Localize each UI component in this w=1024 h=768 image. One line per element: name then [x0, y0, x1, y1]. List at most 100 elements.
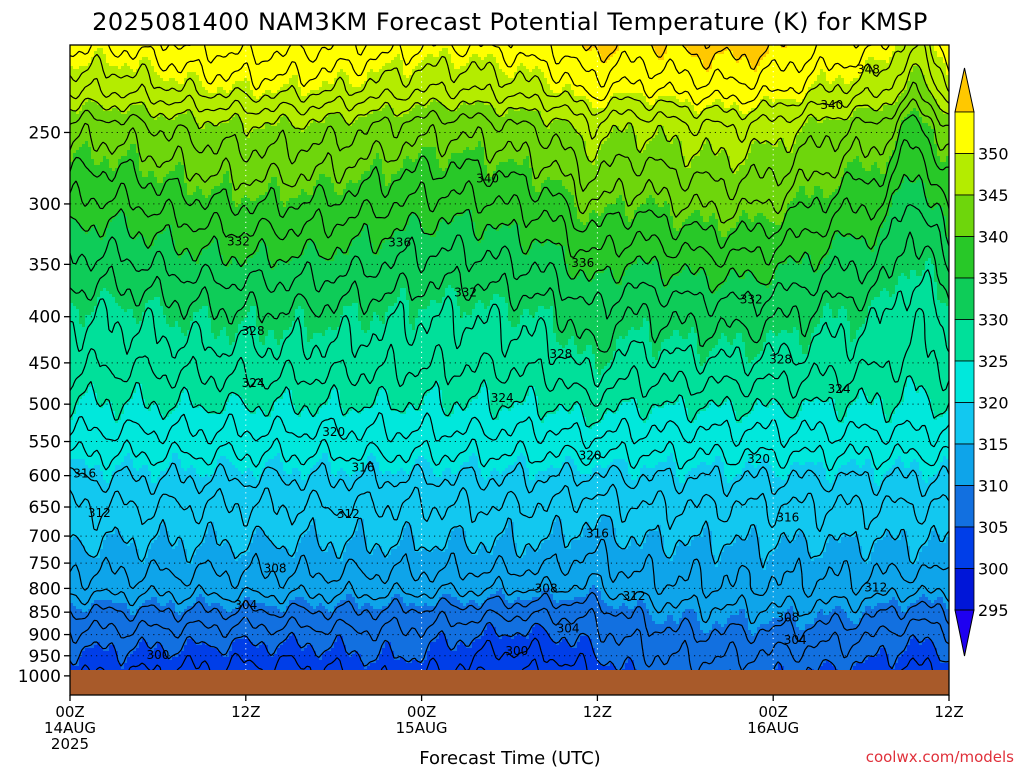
colorbar-swatch [954, 360, 975, 403]
colorbar-label: 305 [978, 518, 1009, 537]
colorbar-swatch [954, 402, 975, 445]
colorbar-label: 320 [978, 394, 1009, 413]
credit-link[interactable]: coolwx.com/models [866, 748, 1014, 766]
contour-label: 324 [242, 376, 265, 390]
contour-label: 308 [776, 611, 799, 625]
isentrope-320 [70, 375, 949, 428]
colorbar-label: 325 [978, 352, 1009, 371]
plot-frame [69, 44, 950, 696]
x-tick-label: 00Z [407, 703, 436, 721]
chart-title: 2025081400 NAM3KM Forecast Potential Tem… [92, 8, 928, 36]
y-tick-label: 500 [29, 395, 61, 415]
contour-label: 332 [454, 285, 477, 299]
y-tick-label: 800 [29, 579, 61, 599]
y-tick-label: 700 [29, 527, 61, 547]
y-tick-label: 750 [29, 554, 61, 574]
isentrope-342 [70, 45, 949, 143]
contour-label: 328 [242, 324, 265, 338]
contour-label: 348 [857, 63, 880, 77]
isentrope-302 [70, 607, 949, 679]
colorbar-swatch [954, 319, 975, 362]
isentrope-contours [70, 45, 949, 695]
contour-label: 316 [776, 511, 799, 525]
contour-label: 320 [322, 425, 345, 439]
colorbar-swatch [954, 568, 975, 611]
y-tick-label: 850 [29, 603, 61, 623]
contour-label: 328 [549, 347, 572, 361]
y-tick-label: 250 [29, 123, 61, 143]
isentrope-314 [70, 460, 949, 498]
y-tick-label: 300 [29, 195, 61, 215]
colorbar-label: 315 [978, 435, 1009, 454]
contour-label: 312 [88, 506, 111, 520]
y-tick-label: 1000 [18, 667, 61, 687]
colorbar-legend: 295 300 305 310 315 320 325 330 335 340 345 350 [954, 67, 1009, 657]
pressure-axis: 250 300 350 400 450 500 550 600 650 700 750 800 850 9… [18, 123, 70, 687]
colorbar-label: 340 [978, 228, 1009, 247]
isentrope-312 [70, 483, 949, 533]
contour-label: 308 [264, 561, 287, 575]
isentrope-344 [70, 45, 949, 121]
isentrope-346 [70, 45, 949, 106]
y-tick-label: 450 [29, 354, 61, 374]
colorbar-swatch [954, 111, 975, 154]
y-tick-label: 350 [29, 255, 61, 275]
isentrope-318 [70, 411, 949, 450]
contour-label: 304 [784, 633, 807, 647]
colorbar-label: 330 [978, 311, 1009, 330]
contour-label: 304 [557, 621, 580, 635]
colorbar-label: 310 [978, 477, 1009, 496]
isentrope-336 [70, 98, 949, 224]
x-tick-label: 12Z [231, 703, 260, 721]
below-ground [70, 670, 949, 695]
x-axis-label: Forecast Time (UTC) [419, 748, 600, 768]
colorbar-swatch [954, 277, 975, 320]
x-tick-label: 16AUG [747, 719, 799, 737]
contour-label: 312 [864, 580, 887, 594]
colorbar-swatch [954, 526, 975, 569]
isentrope-338 [70, 81, 949, 201]
x-tick-label: 15AUG [396, 719, 448, 737]
colorbar-swatch [954, 443, 975, 486]
contour-labels: 348 340 340 332 336 336 332 332 328 328 328 324 324 3… [73, 63, 887, 662]
colorbar-swatch [954, 153, 975, 196]
isentrope-306 [70, 573, 949, 625]
ground-layer [70, 670, 949, 695]
contour-label: 300 [505, 644, 528, 658]
isentrope-352 [703, 45, 711, 50]
x-tick-label: 12Z [934, 703, 963, 721]
contour-label: 320 [747, 452, 770, 466]
colorbar-label: 335 [978, 269, 1009, 288]
colorbar-label: 350 [978, 145, 1009, 164]
y-tick-label: 950 [29, 647, 61, 667]
y-tick-label: 900 [29, 626, 61, 646]
colorbar-swatch [954, 194, 975, 237]
isentrope-330 [70, 173, 949, 294]
x-tick-label: 12Z [583, 703, 612, 721]
contour-label: 340 [820, 98, 843, 112]
isentrope-304 [70, 591, 949, 645]
y-tick-label: 650 [29, 498, 61, 518]
isentrope-350 [581, 45, 786, 71]
contour-label: 324 [491, 391, 514, 405]
isentrope-332 [70, 139, 949, 268]
contour-label: 324 [828, 382, 851, 396]
isentrope-328 [70, 203, 949, 320]
x-tick-label: 14AUG [44, 719, 96, 737]
colorbar-swatch [954, 236, 975, 279]
colorbar-max-arrow [954, 67, 975, 113]
contour-label: 336 [388, 235, 411, 249]
x-tick-label: 00Z [55, 703, 84, 721]
colorbar-label: 300 [978, 560, 1009, 579]
colorbar-label: 295 [978, 601, 1009, 620]
contour-label: 316 [352, 461, 375, 475]
y-tick-label: 550 [29, 433, 61, 453]
contour-label: 316 [73, 467, 96, 481]
colorbar-swatch [954, 485, 975, 528]
isentrope-316 [70, 437, 949, 472]
isentrope-310 [70, 514, 949, 569]
x-tick-label: 00Z [759, 703, 788, 721]
contour-label: 304 [234, 598, 257, 612]
